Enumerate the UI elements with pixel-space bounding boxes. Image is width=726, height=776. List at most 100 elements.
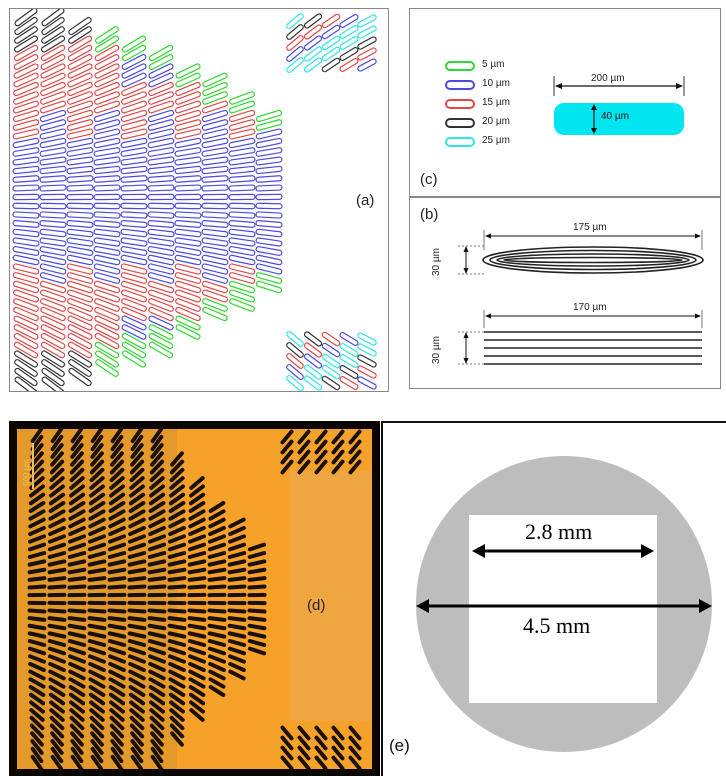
- pattern-channel: [255, 254, 283, 266]
- micrograph-channel: [90, 739, 104, 755]
- pattern-channel: [41, 7, 65, 27]
- micrograph-channel: [207, 600, 227, 606]
- micrograph-channel: [187, 576, 207, 582]
- micrograph-channel: [207, 654, 227, 664]
- micrograph-channel: [47, 534, 67, 544]
- micrograph-channel: [247, 623, 267, 631]
- pattern-channel: [175, 324, 201, 340]
- pattern-channel: [357, 14, 377, 28]
- pattern-channel: [286, 342, 304, 358]
- micrograph-channel: [68, 661, 86, 673]
- micrograph-channel: [247, 567, 267, 575]
- pattern-channel: [321, 13, 341, 29]
- pattern-channel: [228, 128, 256, 140]
- pattern-channel: [321, 353, 341, 369]
- micrograph-channel: [47, 542, 67, 552]
- micrograph-channel: [187, 584, 207, 590]
- pattern-channel: [40, 350, 66, 368]
- micrograph-channel: [167, 608, 187, 614]
- micrograph-channel: [89, 723, 105, 739]
- micrograph-channel: [29, 708, 45, 722]
- micrograph-channel: [110, 739, 124, 755]
- pattern-channel: [121, 91, 147, 105]
- micrograph-right-region: [289, 471, 372, 721]
- pattern-channel: [13, 324, 39, 340]
- pattern-channel: [303, 35, 323, 51]
- pattern-channel: [201, 119, 229, 131]
- micrograph-channel: [148, 692, 166, 706]
- micrograph-channel: [90, 731, 104, 747]
- micrograph-channel: [247, 639, 267, 647]
- micrograph-channel: [227, 542, 247, 552]
- pattern-channel: [148, 81, 174, 97]
- pattern-channel: [201, 228, 229, 238]
- micrograph-channel: [149, 467, 165, 483]
- micrograph-channel: [128, 501, 146, 513]
- micrograph-channel: [228, 661, 246, 673]
- micrograph-channel: [280, 459, 294, 475]
- panel-c: 5 µm 10 µm 15 µm 20 µm 25 µm 200 µm 40 µ…: [409, 8, 721, 197]
- micrograph-channel: [147, 576, 167, 582]
- micrograph-channel: [331, 755, 345, 771]
- micrograph-channel: [87, 559, 107, 567]
- pattern-channel: [120, 272, 148, 284]
- pattern-channel: [94, 315, 120, 331]
- micrograph-channel: [127, 616, 147, 622]
- micrograph-channel: [227, 654, 247, 664]
- pattern-channel: [66, 289, 94, 303]
- pattern-channel: [148, 306, 174, 322]
- pattern-channel: [120, 220, 148, 228]
- micrograph-channel: [127, 623, 147, 631]
- pattern-channel: [66, 175, 94, 183]
- pattern-channel: [66, 184, 94, 192]
- micrograph-channel: [297, 755, 311, 771]
- pattern-channel: [255, 220, 283, 228]
- pattern-channel: [41, 376, 65, 396]
- pattern-channel: [121, 350, 147, 368]
- pattern-channel: [14, 16, 38, 36]
- micrograph-channel: [47, 551, 67, 559]
- pattern-channel: [255, 156, 283, 166]
- pattern-schematic: [12, 7, 377, 396]
- micrograph-channel: [127, 559, 147, 567]
- pattern-channel: [93, 237, 121, 247]
- pattern-channel: [39, 165, 67, 175]
- micrograph-channel: [247, 600, 267, 606]
- pattern-channel: [147, 202, 175, 210]
- micrograph-channel: [348, 725, 362, 741]
- pattern-channel: [12, 280, 40, 294]
- micrograph-channel: [187, 559, 207, 567]
- micrograph-channel: [48, 509, 66, 521]
- micrograph-channel: [87, 631, 107, 639]
- pattern-channel: [303, 331, 323, 347]
- micrograph-channel: [30, 754, 44, 772]
- micrograph-channel: [90, 426, 104, 444]
- pattern-channel: [120, 175, 148, 183]
- pattern-channel: [66, 237, 94, 247]
- micrograph-channel: [189, 476, 205, 490]
- pattern-channel: [147, 175, 175, 183]
- micrograph-channel: [207, 646, 227, 656]
- micrograph-channel: [108, 685, 126, 697]
- pattern-channel: [13, 72, 39, 88]
- pattern-channel: [121, 72, 147, 88]
- micrograph-channel: [247, 576, 267, 582]
- micrograph-channel: [110, 443, 124, 459]
- pattern-channel: [93, 165, 121, 175]
- pattern-channel: [93, 100, 121, 114]
- pattern-channel: [175, 298, 201, 312]
- pattern-channel: [286, 375, 304, 391]
- micrograph-channel: [107, 551, 127, 559]
- width-label: 40 µm: [601, 111, 629, 122]
- micrograph-channel: [227, 584, 247, 590]
- micrograph-channel: [297, 735, 311, 751]
- pattern-channel: [93, 246, 121, 256]
- micrograph-channel: [188, 509, 206, 521]
- micrograph-channel: [314, 449, 328, 465]
- micrograph-channel: [28, 517, 46, 529]
- micrograph-channel: [47, 623, 67, 631]
- pattern-channel: [228, 220, 256, 228]
- micrograph-channel: [87, 654, 107, 664]
- pattern-channel: [255, 263, 283, 275]
- pattern-channel: [39, 193, 67, 201]
